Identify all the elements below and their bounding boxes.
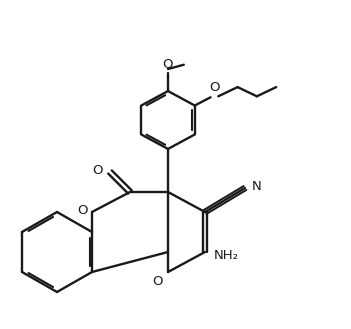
Text: O: O [152, 275, 163, 288]
Text: O: O [92, 164, 103, 177]
Text: O: O [163, 58, 173, 71]
Text: N: N [252, 180, 262, 193]
Text: O: O [77, 204, 87, 217]
Text: NH₂: NH₂ [214, 249, 239, 262]
Text: O: O [210, 81, 220, 94]
